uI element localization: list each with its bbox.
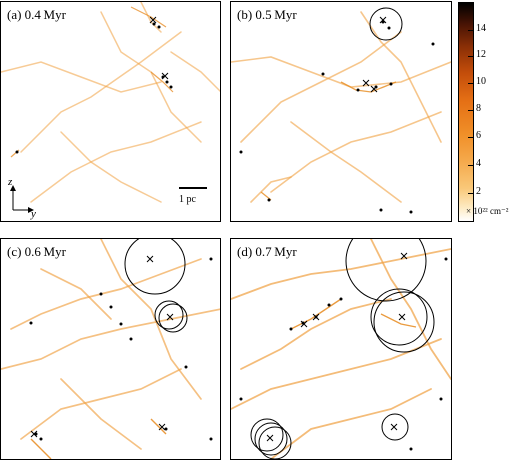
colorbar-tick-mark	[468, 56, 474, 57]
y-axis-label: y	[31, 208, 36, 220]
scale-bar-label: 1 pc	[179, 194, 196, 205]
colorbar-tick: 8	[476, 103, 481, 114]
panel-b: (b) 0.5 Myr	[230, 1, 452, 222]
colorbar-tick-mark	[468, 165, 474, 166]
sink-circle	[369, 7, 403, 41]
column-density-map-b	[231, 7, 451, 214]
colorbar-tick: 14	[476, 23, 486, 34]
panel-a: (a) 0.4 Myr 1 pc z y	[0, 1, 221, 222]
colorbar-unit: × 10²² cm⁻²	[466, 206, 509, 216]
scale-bar	[179, 187, 207, 189]
z-axis-label: z	[8, 176, 13, 188]
panel-label: (a) 0.4 Myr	[7, 7, 66, 22]
colorbar-tick: 2	[476, 186, 481, 197]
colorbar-tick-mark	[468, 193, 474, 194]
panel-c: (c) 0.6 Myr	[0, 238, 221, 460]
colorbar-tick: 4	[476, 158, 481, 169]
colorbar-tick: 12	[476, 49, 486, 60]
panel-label: (d) 0.7 Myr	[237, 244, 297, 259]
panel-label: (b) 0.5 Myr	[237, 7, 297, 22]
colorbar-tick-mark	[468, 30, 474, 31]
colorbar	[458, 2, 474, 222]
panel-d: (d) 0.7 Myr	[230, 238, 452, 460]
column-density-map-a	[1, 2, 220, 203]
colorbar-tick: 6	[476, 130, 481, 141]
column-density-map-d	[231, 239, 451, 459]
colorbar-tick-mark	[468, 137, 474, 138]
column-density-map-c	[1, 239, 220, 459]
colorbar-tick-mark	[468, 83, 474, 84]
axis-orientation: z y	[7, 176, 37, 220]
colorbar-tick-mark	[468, 110, 474, 111]
sink-particles-a	[15, 22, 173, 154]
panel-label: (c) 0.6 Myr	[7, 244, 66, 259]
colorbar-tick: 10	[476, 76, 486, 87]
